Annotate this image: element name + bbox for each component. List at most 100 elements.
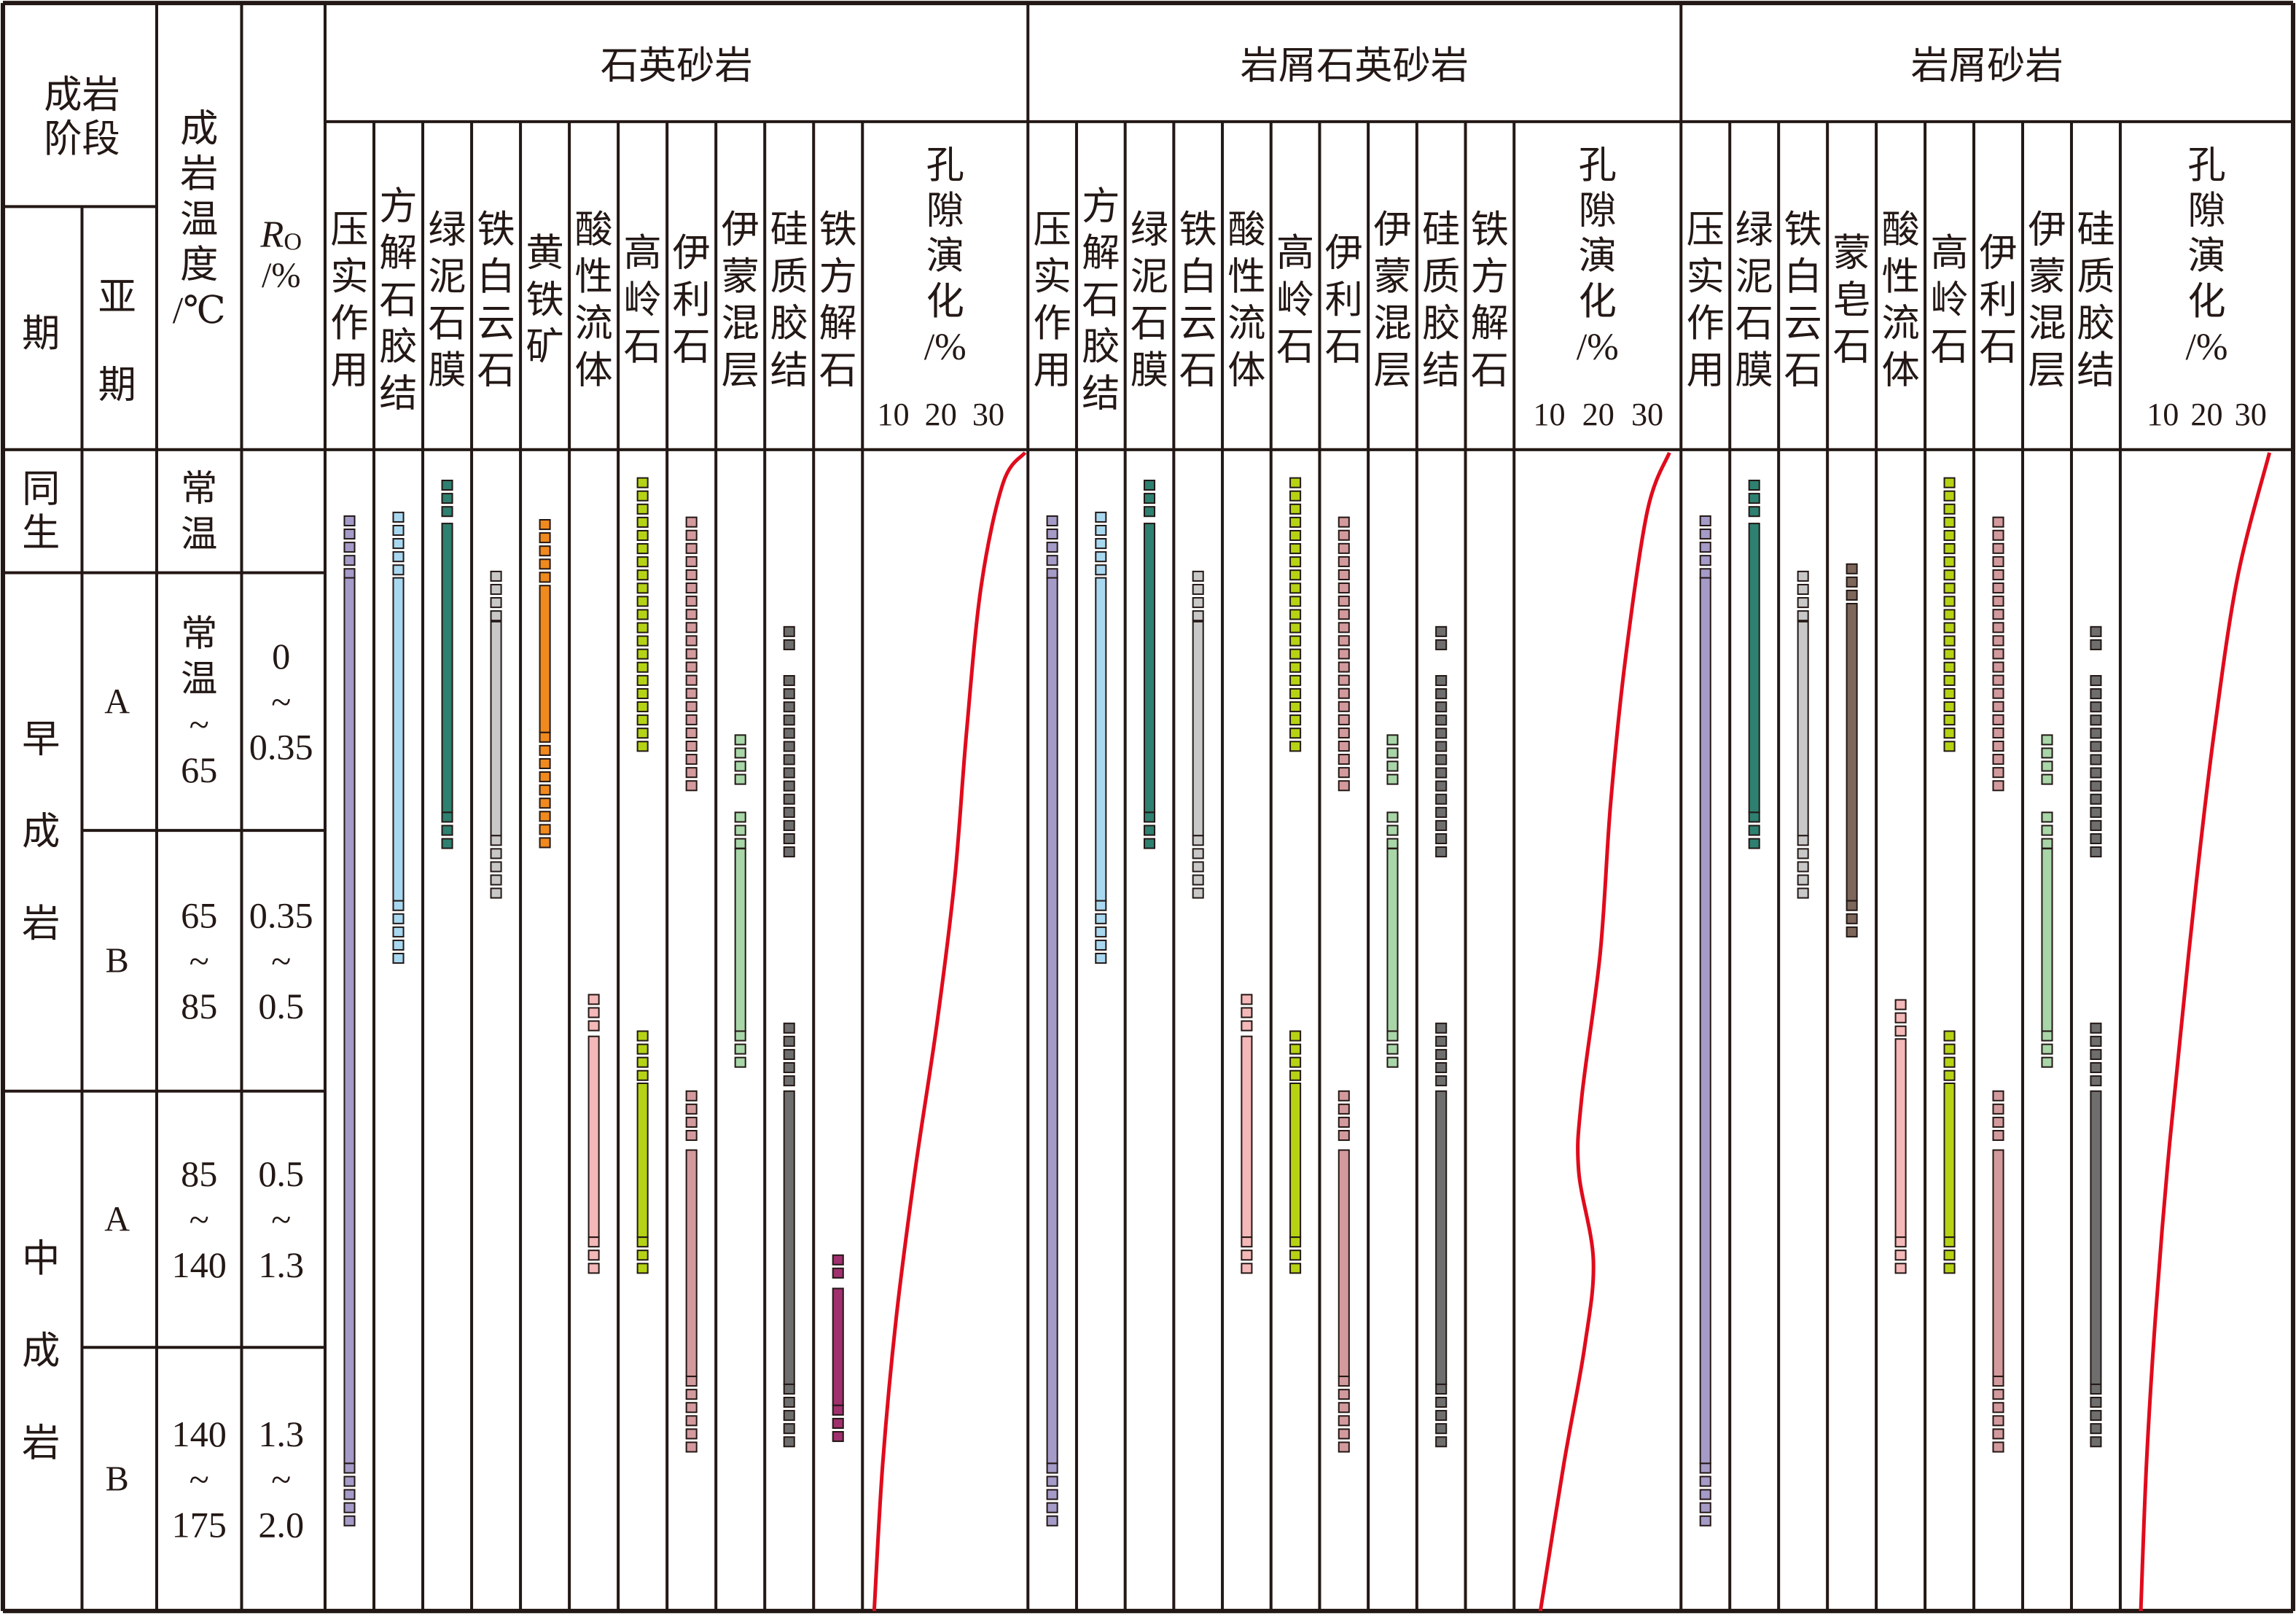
process-bar-dash — [1289, 596, 1302, 607]
mineral-header-char: 石 — [379, 279, 417, 321]
process-bar-solid — [1241, 1035, 1253, 1239]
mineral-header-char: 绿 — [428, 208, 466, 251]
process-bar-dash — [1143, 824, 1156, 836]
process-bar-dash — [685, 1428, 698, 1440]
process-bar-solid — [1046, 577, 1058, 1465]
process-bar-dash — [1894, 1236, 1907, 1248]
period-label-char: 岩 — [22, 1422, 60, 1465]
mineral-header-char: 白 — [477, 256, 515, 298]
process-bar-solid — [490, 620, 502, 837]
process-bar-dash — [1943, 609, 1956, 620]
process-bar-dash — [783, 793, 795, 805]
process-bar-dash — [1338, 1116, 1350, 1128]
process-bar-dash — [1992, 1402, 2004, 1414]
process-bar-dash — [832, 1404, 844, 1416]
process-bar-dash — [1992, 529, 2004, 541]
process-bar-dash — [1797, 861, 1809, 873]
process-bar-dash — [1338, 1415, 1350, 1427]
process-bar-dash — [1943, 503, 1956, 515]
process-bar-dash — [1699, 1475, 1711, 1487]
process-bar-dash — [1435, 1061, 1448, 1074]
mineral-header-char: 混 — [722, 303, 760, 345]
process-bar-dash — [1338, 714, 1350, 725]
process-bar-dash — [2090, 754, 2102, 765]
process-bar-dash — [1992, 648, 2004, 660]
process-bar-dash — [1943, 596, 1956, 607]
process-bar-dash — [734, 747, 746, 759]
mineral-header-char: 方 — [1082, 185, 1120, 227]
mineral-header: 黄铁矿 — [526, 233, 563, 369]
porosity-header-char: 演 — [926, 235, 964, 278]
process-bar-dash — [1435, 639, 1448, 650]
ro-label-char: 1.3 — [258, 1414, 304, 1454]
mineral-header-char: 云 — [477, 303, 515, 345]
process-bar-dash — [1289, 674, 1302, 686]
mineral-header-char: 胶 — [2077, 303, 2115, 345]
process-bar-dash — [1992, 727, 2004, 738]
process-bar-dash — [1289, 609, 1302, 620]
process-bar-dash — [2090, 780, 2102, 792]
process-bar-dash — [1435, 846, 1448, 858]
process-bar-dash — [2090, 1075, 2102, 1087]
mineral-header-char: 体 — [1881, 349, 1919, 391]
process-bar-dash — [636, 582, 649, 594]
mineral-header-char: 压 — [1034, 208, 1071, 251]
process-bar-dash — [1289, 503, 1302, 515]
process-bar-dash — [1992, 714, 2004, 725]
process-bar-dash — [490, 610, 502, 622]
ro-label: 1.3 ~2.0 — [258, 1414, 304, 1545]
process-bar-dash — [734, 824, 746, 836]
process-bar-dash — [1046, 529, 1058, 540]
mineral-header-char: 石 — [1131, 303, 1168, 345]
mineral-header-char: 性 — [1881, 256, 1919, 298]
mineral-header-char: 铁 — [526, 279, 563, 321]
mineral-header-char: 胶 — [379, 326, 417, 368]
process-bar-dash — [685, 1441, 698, 1453]
process-bar-dash — [1143, 493, 1156, 504]
subperiod-header: 亚期 — [98, 276, 136, 407]
process-bar-dash — [685, 754, 698, 765]
process-bar-dash — [685, 1129, 698, 1142]
process-bar-dash — [783, 728, 795, 739]
process-bar-dash — [734, 1043, 746, 1055]
process-bar-dash — [1095, 511, 1107, 523]
process-bar-dash — [636, 728, 649, 739]
process-bar-dash — [1943, 701, 1956, 713]
process-bar-dash — [1797, 874, 1809, 886]
process-bar-dash — [1289, 661, 1302, 673]
porosity-header-char: 演 — [1579, 235, 1617, 278]
mineral-header: 高岭石 — [624, 233, 662, 369]
process-bar-dash — [734, 838, 746, 849]
mineral-header-char: 泥 — [1735, 256, 1773, 298]
process-bar-dash — [539, 744, 551, 756]
period-label-char: 成 — [22, 1330, 60, 1372]
process-bar-dash — [1143, 506, 1156, 518]
process-bar-dash — [783, 625, 795, 637]
process-bar-dash — [685, 1389, 698, 1400]
process-bar-dash — [1192, 848, 1204, 859]
temperature-label-char: 65 — [181, 895, 217, 936]
process-bar-solid — [392, 577, 405, 902]
process-bar-dash — [1943, 1236, 1956, 1248]
porosity-curve — [872, 451, 1027, 1612]
porosity-curve — [2139, 452, 2272, 1611]
process-bar-dash — [2041, 1030, 2053, 1042]
process-bar-dash — [636, 674, 649, 686]
temperature-label-char: ~ — [190, 1199, 209, 1240]
ro-subscript: O — [284, 228, 302, 255]
mineral-header-char: 蒙 — [2028, 256, 2066, 298]
mineral-header-char: 实 — [1687, 256, 1725, 298]
mineral-header-char: 蒙 — [1833, 233, 1871, 275]
process-bar-dash — [1797, 835, 1809, 846]
process-bar-dash — [1046, 515, 1058, 527]
process-bar-dash — [1992, 661, 2004, 673]
period-label-char: 同 — [22, 468, 60, 510]
process-bar-dash — [1435, 625, 1448, 637]
mineral-bars — [343, 477, 2102, 1527]
process-bar-dash — [1289, 1030, 1302, 1042]
process-bar-dash — [1435, 806, 1448, 818]
